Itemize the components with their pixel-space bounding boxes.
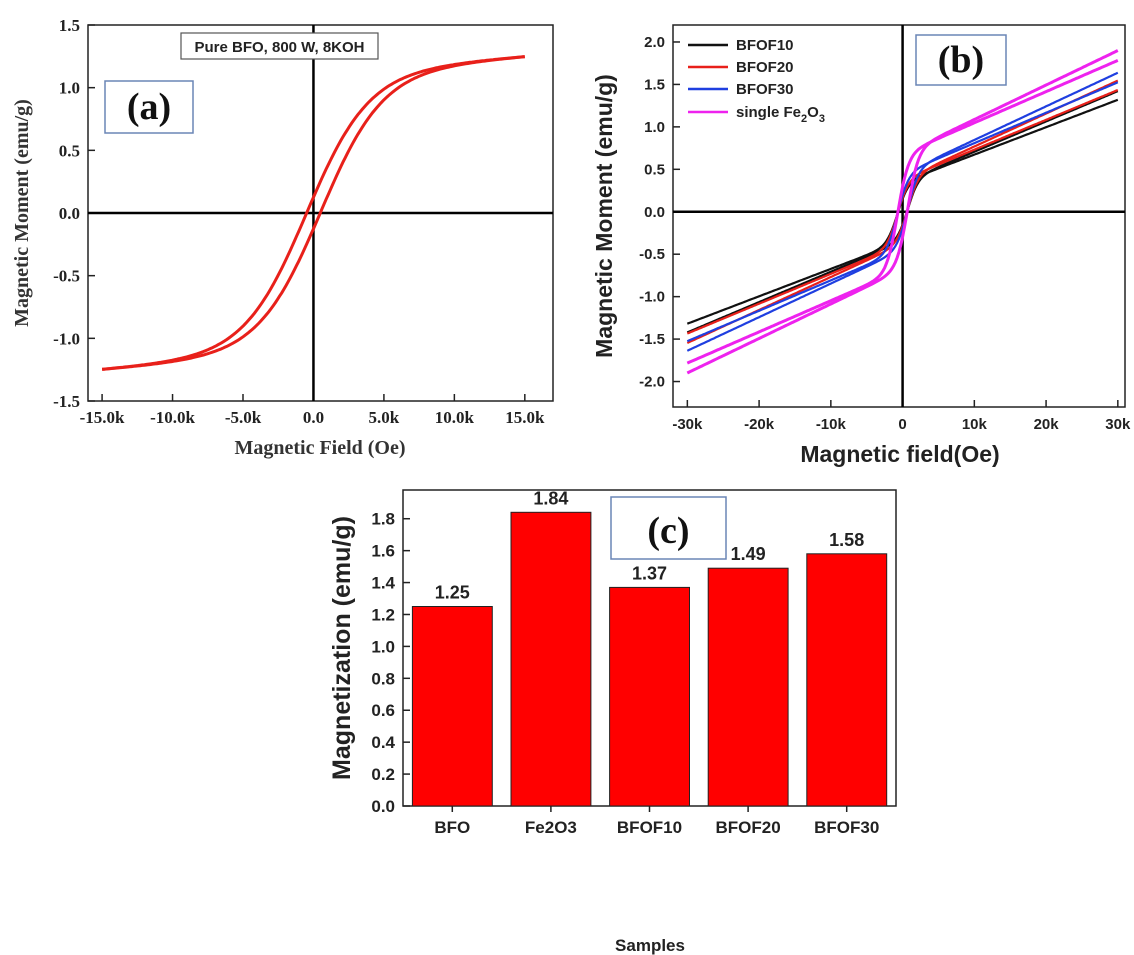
panel-b-xtick-label: 30k <box>1105 416 1131 433</box>
panel-c-axes: 0.0 0.2 0.4 0.6 0.8 1.0 1.2 1.4 1.6 1.8 BFO Fe2O3 BF… <box>371 510 879 837</box>
panel-a-ytick-label: -1.0 <box>53 329 80 348</box>
panel-c-ytick-label: 1.2 <box>371 605 395 624</box>
panel-a-ytick-label: 0.5 <box>59 141 80 160</box>
panel-c-ylabel: Magnetization (emu/g) <box>328 516 356 780</box>
panel-a-axes: -15.0k -10.0k -5.0k 0.0 5.0k 10.0k 15.0k -1.5 -1… <box>53 16 553 427</box>
bar-value-label-bfof20: 1.49 <box>731 544 766 564</box>
legend-label-bfof30: BFOF30 <box>736 81 794 98</box>
panel-c-tag-box: (c) <box>610 496 727 560</box>
panel-b-xtick-label: 10k <box>962 416 988 433</box>
panel-b-xtick-label: -10k <box>816 416 847 433</box>
panel-a-data <box>101 55 525 371</box>
legend-label-fe2o3: single Fe2O3 <box>736 104 825 125</box>
panel-b-data <box>686 49 1119 375</box>
panel-b-loop-single-fe-down <box>686 59 1119 365</box>
panel-b-ytick-label: 1.5 <box>644 76 665 93</box>
panel-b-plot-frame <box>672 24 1126 408</box>
category-label-bfof20: BFOF20 <box>716 818 781 837</box>
panel-b-ytick-label: -1.5 <box>639 331 665 348</box>
panel-c-ytick-label: 0.0 <box>371 797 395 816</box>
panel-a-xtick-label: 0.0 <box>303 408 324 427</box>
panel-a-xtick-label: -10.0k <box>150 408 195 427</box>
panel-a-ytick-label: 1.0 <box>59 79 80 98</box>
panel-a-ytick-label: -1.5 <box>53 392 80 411</box>
panel-a-xlabel: Magnetic Field (Oe) <box>234 437 405 459</box>
panel-a-annotation-box: Pure BFO, 800 W, 8KOH <box>180 32 379 60</box>
panel-b-ytick-label: -0.5 <box>639 246 665 263</box>
panel-c-ytick-label: 1.6 <box>371 542 395 561</box>
bar-bfo <box>411 606 493 807</box>
panel-b-xtick-label: -30k <box>672 416 703 433</box>
category-label-bfof30: BFOF30 <box>814 818 879 837</box>
panel-c-ytick-label: 0.6 <box>371 701 395 720</box>
panel-b-loop-bfof30-down <box>686 81 1119 343</box>
bar-bfof30 <box>806 553 888 807</box>
category-label-fe2o3: Fe2O3 <box>525 818 577 837</box>
panel-c-tag: (c) <box>647 510 689 552</box>
panel-a-tag-box: (a) <box>104 80 194 134</box>
panel-b-ytick-label: 2.0 <box>644 34 665 51</box>
panel-b-ytick-label: 0.5 <box>644 161 665 178</box>
panel-c-ytick-label: 0.4 <box>371 733 395 752</box>
panel-c-ytick-label: 1.4 <box>371 574 395 593</box>
bar-value-label-bfof30: 1.58 <box>829 530 864 550</box>
panel-b-xlabel: Magnetic field(Oe) <box>800 441 999 467</box>
panel-b-loop-bfof30-up <box>686 71 1119 352</box>
panel-b-xtick-label: 0 <box>898 416 906 433</box>
panel-a-xtick-label: 10.0k <box>435 408 475 427</box>
panel-c-data: 1.25 1.84 1.37 1.49 1.58 <box>411 488 888 807</box>
panel-a-annotation: Pure BFO, 800 W, 8KOH <box>194 39 364 56</box>
bar-value-label-bfof10: 1.37 <box>632 563 667 583</box>
panel-a-ylabel: Magnetic Moment (emu/g) <box>11 99 33 327</box>
panel-a-ytick-label: 0.0 <box>59 204 80 223</box>
panel-c-magnetization-bars: 0.0 0.2 0.4 0.6 0.8 1.0 1.2 1.4 1.6 1.8 BFO Fe2O3 BF… <box>328 488 897 955</box>
panel-a-tag: (a) <box>127 86 171 128</box>
bar-value-label-bfo: 1.25 <box>435 583 470 603</box>
bar-fe2o3 <box>510 511 592 807</box>
panel-a-loop-decreasing <box>101 55 525 371</box>
panel-a-xtick-label: 15.0k <box>505 408 545 427</box>
bar-value-label-fe2o3: 1.84 <box>533 488 568 508</box>
panel-a-ytick-label: 1.5 <box>59 16 80 35</box>
panel-c-ytick-label: 1.0 <box>371 637 395 656</box>
panel-a-ytick-label: -0.5 <box>53 267 80 286</box>
bar-bfof20 <box>707 567 789 807</box>
panel-b-tag: (b) <box>938 39 984 81</box>
panel-b-legend: BFOF10 BFOF20 BFOF30 single Fe2O3 <box>688 37 825 125</box>
panel-b-ylabel: Magnetic Moment (emu/g) <box>591 74 617 358</box>
panel-b-magnetization-loops: -30k -20k -10k 0 10k 20k 30k -2.0 -1.5 -1.0 -0.5 0.… <box>591 24 1131 467</box>
panel-b-loop-single-fe-up <box>686 49 1119 375</box>
legend-label-bfof20: BFOF20 <box>736 59 794 76</box>
panel-c-xlabel: Samples <box>615 936 685 955</box>
panel-b-ytick-label: 0.0 <box>644 204 665 221</box>
panel-a-xtick-label: -5.0k <box>225 408 262 427</box>
legend-label-bfof10: BFOF10 <box>736 37 794 54</box>
category-label-bfo: BFO <box>434 818 470 837</box>
panel-b-ytick-label: 1.0 <box>644 119 665 136</box>
panel-c-ytick-label: 0.8 <box>371 669 395 688</box>
panel-b-ytick-label: -1.0 <box>639 289 665 306</box>
panel-c-ytick-label: 1.8 <box>371 510 395 529</box>
category-label-bfof10: BFOF10 <box>617 818 682 837</box>
panel-b-ytick-label: -2.0 <box>639 374 665 391</box>
panel-c-ytick-label: 0.2 <box>371 765 395 784</box>
panel-b-xtick-label: 20k <box>1034 416 1060 433</box>
panel-a-xtick-label: 5.0k <box>369 408 400 427</box>
bar-bfof10 <box>609 586 690 807</box>
panel-b-tag-box: (b) <box>915 34 1007 86</box>
panel-a-xtick-label: -15.0k <box>80 408 125 427</box>
panel-a-magnetization-loop: -15.0k -10.0k -5.0k 0.0 5.0k 10.0k 15.0k -1.5 -1… <box>11 16 554 459</box>
panel-b-xtick-label: -20k <box>744 416 775 433</box>
